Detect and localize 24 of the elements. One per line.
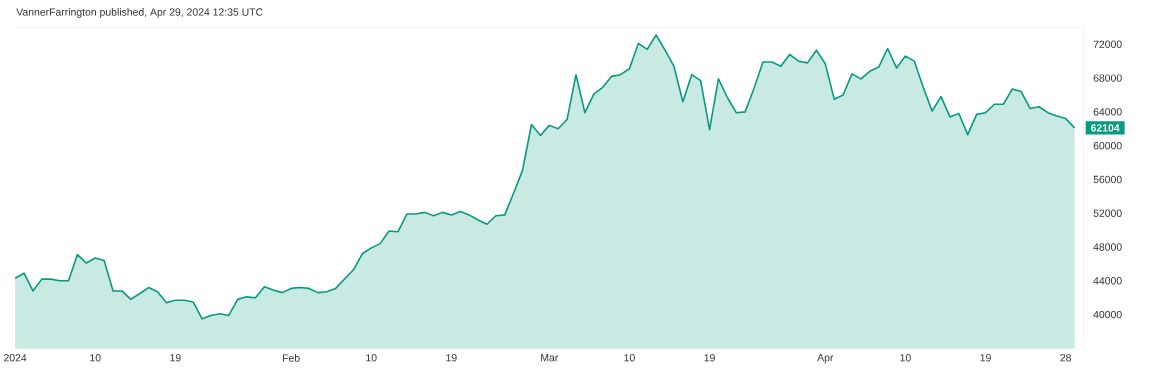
y-tick-label: 68000 (1093, 74, 1122, 82)
x-tick-label: Apr (817, 354, 834, 364)
x-tick-label: 10 (624, 354, 635, 362)
x-tick-label: 10 (90, 354, 101, 362)
y-tick-label: 60000 (1093, 142, 1122, 150)
y-tick-label: 72000 (1093, 40, 1122, 49)
y-tick-label: 48000 (1093, 243, 1122, 251)
x-tick-label: 19 (980, 354, 991, 362)
x-tick-label: 10 (366, 354, 377, 362)
x-tick-label: Feb (282, 354, 300, 362)
x-tick-label: 19 (170, 354, 181, 362)
y-tick-label: 40000 (1093, 311, 1122, 319)
annotation: 62104 (1091, 124, 1120, 132)
x-tick-label: 19 (446, 354, 457, 362)
y-tick-label: 44000 (1093, 277, 1122, 285)
x-tick-label: Mar (541, 354, 559, 362)
y-tick-label: 56000 (1093, 175, 1122, 184)
chart-title: VannerFarrington published, Apr 29, 2024 12:35 UTC (16, 8, 263, 18)
x-tick-label: 19 (704, 354, 715, 362)
x-tick-label: 28 (1060, 354, 1072, 362)
x-tick-label: 2024 (4, 354, 27, 362)
y-tick-label: 52000 (1093, 209, 1122, 218)
y-tick-label: 64000 (1093, 108, 1122, 116)
x-tick-label: 10 (900, 354, 911, 362)
